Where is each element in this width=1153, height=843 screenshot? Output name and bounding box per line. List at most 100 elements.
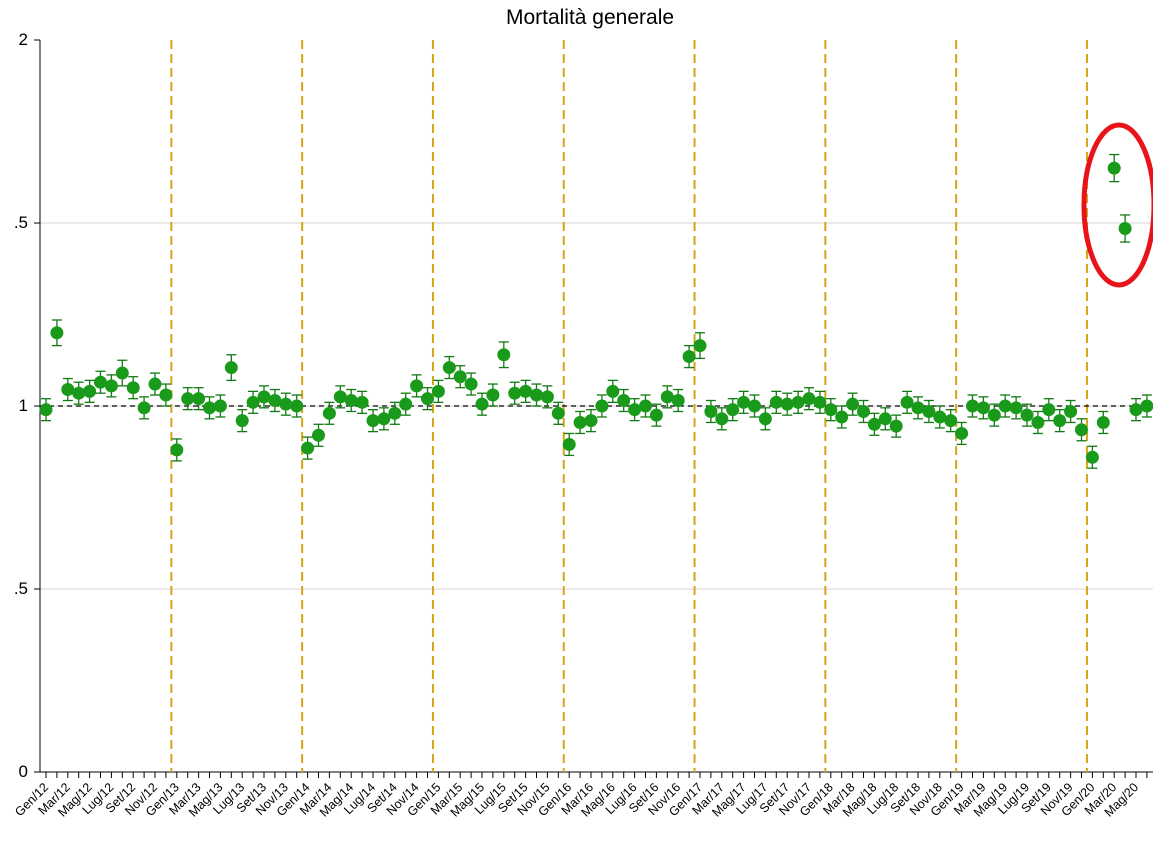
marker	[693, 339, 707, 353]
marker	[617, 394, 631, 408]
marker	[39, 403, 53, 417]
marker	[1140, 399, 1153, 413]
marker	[1009, 401, 1023, 415]
marker	[268, 394, 282, 408]
marker	[955, 426, 969, 440]
marker	[192, 392, 206, 406]
marker	[987, 408, 1001, 422]
marker	[540, 390, 554, 404]
marker	[595, 399, 609, 413]
marker	[562, 437, 576, 451]
marker	[857, 404, 870, 418]
marker	[966, 399, 979, 413]
marker	[1075, 423, 1088, 437]
marker	[824, 403, 838, 417]
marker	[83, 384, 97, 398]
marker	[246, 395, 260, 409]
marker	[322, 406, 336, 420]
y-tick-label: 2	[19, 30, 28, 49]
y-tick-label: 1	[19, 396, 28, 415]
marker	[911, 401, 925, 415]
marker	[104, 379, 118, 393]
marker	[998, 399, 1012, 413]
marker	[1085, 450, 1099, 464]
y-tick-label: 0	[19, 762, 28, 781]
marker	[660, 390, 674, 404]
marker	[573, 415, 587, 429]
marker	[628, 403, 642, 417]
marker	[399, 397, 413, 411]
marker	[1096, 415, 1110, 429]
marker	[410, 379, 424, 393]
marker	[835, 410, 849, 424]
marker	[606, 384, 620, 398]
marker	[203, 401, 216, 415]
marker	[900, 395, 914, 409]
marker	[976, 401, 990, 415]
marker	[301, 441, 315, 455]
marker	[584, 414, 598, 428]
marker	[464, 377, 478, 391]
marker	[889, 419, 903, 433]
marker	[224, 361, 238, 375]
y-tick-label: .5	[14, 213, 28, 232]
marker	[312, 428, 325, 442]
highlight-ellipse	[1081, 122, 1153, 288]
y-tick-label: .5	[14, 579, 28, 598]
marker	[170, 443, 184, 457]
marker	[1042, 403, 1056, 417]
marker	[846, 397, 860, 411]
marker	[126, 381, 140, 395]
marker	[1053, 414, 1067, 428]
marker	[551, 406, 565, 420]
marker	[878, 412, 892, 426]
marker	[497, 348, 511, 362]
marker	[758, 412, 772, 426]
marker	[780, 397, 794, 411]
marker	[94, 375, 107, 389]
marker	[377, 412, 391, 426]
marker	[791, 395, 805, 409]
marker	[279, 397, 293, 411]
marker	[213, 399, 227, 413]
marker	[453, 370, 467, 384]
marker	[115, 366, 129, 380]
marker	[159, 388, 173, 402]
marker	[72, 386, 86, 400]
marker	[519, 384, 533, 398]
marker	[813, 395, 827, 409]
chart-title: Mortalità generale	[506, 6, 674, 29]
marker	[867, 417, 881, 431]
marker	[671, 394, 685, 408]
marker	[475, 397, 489, 411]
marker	[257, 390, 271, 404]
marker	[639, 399, 652, 413]
marker	[1020, 408, 1034, 422]
marker	[421, 392, 434, 406]
marker	[1031, 415, 1045, 429]
plot-area: 0.51.52Gen/12Mar/12Mag/12Lug/12Set/12Nov…	[12, 30, 1153, 820]
marker	[726, 403, 740, 417]
marker	[922, 404, 936, 418]
marker	[235, 414, 249, 428]
marker	[802, 392, 816, 406]
marker	[508, 386, 522, 400]
marker	[1107, 161, 1121, 175]
marker	[682, 350, 696, 364]
marker	[1129, 403, 1143, 417]
marker	[344, 394, 358, 408]
marker	[366, 414, 380, 428]
marker	[333, 390, 347, 404]
marker	[431, 384, 445, 398]
marker	[355, 395, 369, 409]
marker	[944, 414, 958, 428]
marker	[181, 392, 195, 406]
marker	[748, 399, 761, 413]
marker	[769, 395, 783, 409]
marker	[137, 401, 151, 415]
marker	[933, 410, 947, 424]
marker	[486, 388, 500, 402]
marker	[388, 406, 402, 420]
